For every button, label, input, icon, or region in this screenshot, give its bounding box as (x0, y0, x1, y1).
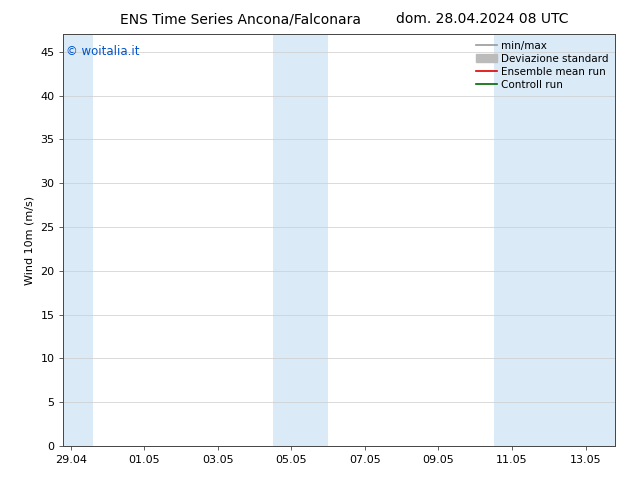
Text: ENS Time Series Ancona/Falconara: ENS Time Series Ancona/Falconara (120, 12, 361, 26)
Y-axis label: Wind 10m (m/s): Wind 10m (m/s) (25, 196, 35, 285)
Text: dom. 28.04.2024 08 UTC: dom. 28.04.2024 08 UTC (396, 12, 568, 26)
Text: © woitalia.it: © woitalia.it (66, 45, 139, 58)
Bar (63, 34, 93, 446)
Legend: min/max, Deviazione standard, Ensemble mean run, Controll run: min/max, Deviazione standard, Ensemble m… (472, 36, 613, 94)
Bar (494, 34, 615, 446)
Bar (273, 34, 328, 446)
